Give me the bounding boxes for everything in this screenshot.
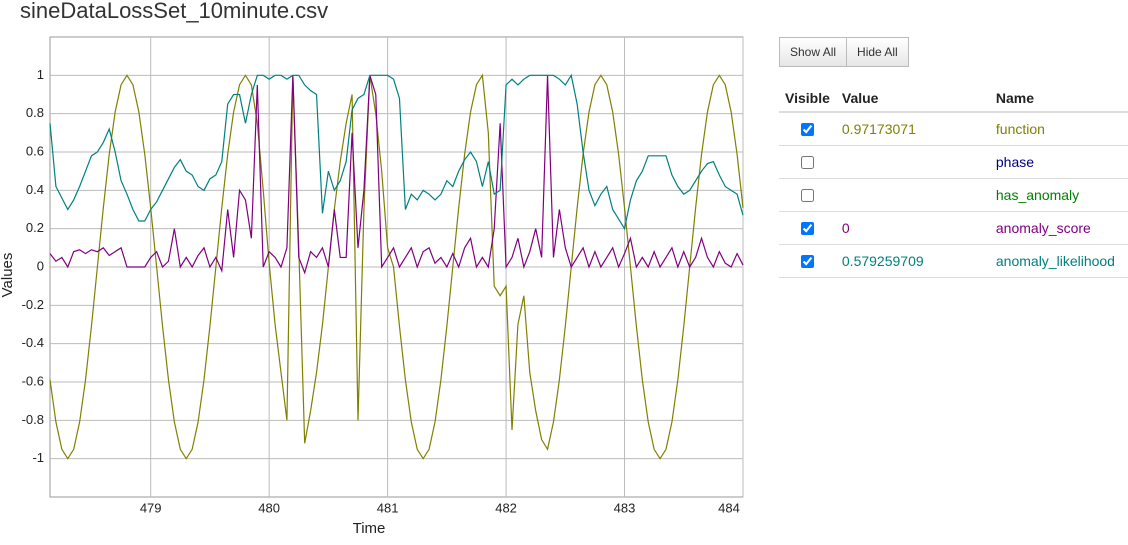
- legend-row: 0 anomaly_score: [779, 211, 1128, 245]
- visible-cell: [779, 145, 836, 179]
- x-tick-label: 484: [718, 500, 740, 515]
- y-tick-label: 0.6: [26, 143, 44, 158]
- legend-name: function: [989, 112, 1128, 146]
- series-line: [49, 75, 744, 275]
- y-tick-label: -0.4: [22, 335, 44, 350]
- visible-cell: [779, 112, 836, 146]
- visibility-checkbox[interactable]: [801, 188, 815, 202]
- visible-cell: [779, 244, 836, 278]
- x-tick-label: 483: [614, 500, 636, 515]
- visibility-checkbox[interactable]: [801, 221, 815, 235]
- legend-row: 0.97173071 function: [779, 112, 1128, 146]
- column-header: Visible: [779, 85, 836, 113]
- y-tick-label: -0.6: [22, 373, 44, 388]
- chart-title: sineDataLossSet_10minute.csv: [20, 0, 328, 23]
- y-axis-title: Values: [0, 253, 16, 298]
- legend-name: anomaly_likelihood: [989, 244, 1128, 278]
- y-tick-label: 0: [37, 258, 44, 273]
- y-tick-label: 0.4: [26, 182, 44, 197]
- legend-row: 0.579259709 anomaly_likelihood: [779, 244, 1128, 278]
- legend-name: has_anomaly: [989, 178, 1128, 212]
- x-tick-label: 480: [258, 500, 280, 515]
- x-axis-title: Time: [353, 520, 386, 537]
- y-tick-label: -0.8: [22, 412, 44, 427]
- x-tick-label: 479: [140, 500, 162, 515]
- hide-all-button[interactable]: Hide All: [847, 37, 909, 67]
- value-cell: [835, 178, 990, 212]
- column-header: Name: [989, 85, 1128, 113]
- y-tick-label: 1: [37, 67, 44, 82]
- value-cell: 0.579259709: [835, 244, 990, 278]
- show-all-button[interactable]: Show All: [779, 37, 848, 67]
- y-tick-label: -1: [32, 450, 44, 465]
- legend-panel: Show All Hide All Visible Value Name 0.9…: [779, 37, 1128, 278]
- header-row: Visible Value Name: [779, 85, 1128, 113]
- visibility-checkbox[interactable]: [801, 122, 815, 136]
- legend-name: phase: [989, 145, 1128, 179]
- chart: sineDataLossSet_10minute.csv Time Values…: [0, 0, 744, 537]
- series-line: [49, 73, 744, 460]
- value-cell: 0: [835, 211, 990, 245]
- x-tick-label: 482: [495, 500, 517, 515]
- button-group: Show All Hide All: [779, 37, 1128, 67]
- column-header: Value: [835, 85, 990, 113]
- y-tick-label: -0.2: [22, 297, 44, 312]
- legend-row: phase: [779, 145, 1128, 179]
- legend-table: Visible Value Name 0.97173071 function pha…: [779, 85, 1128, 278]
- value-cell: [835, 145, 990, 179]
- visibility-checkbox[interactable]: [801, 254, 815, 268]
- legend-rows: 0.97173071 function phase has_anomaly 0 anoma…: [779, 112, 1128, 278]
- series-line: [49, 73, 744, 231]
- visibility-checkbox[interactable]: [801, 155, 815, 169]
- legend-name: anomaly_score: [989, 211, 1128, 245]
- x-tick-label: 481: [377, 500, 399, 515]
- y-tick-label: 0.8: [26, 105, 44, 120]
- visible-cell: [779, 178, 836, 212]
- value-cell: 0.97173071: [835, 112, 990, 146]
- y-tick-label: 0.2: [26, 220, 44, 235]
- visible-cell: [779, 211, 836, 245]
- legend-row: has_anomaly: [779, 178, 1128, 212]
